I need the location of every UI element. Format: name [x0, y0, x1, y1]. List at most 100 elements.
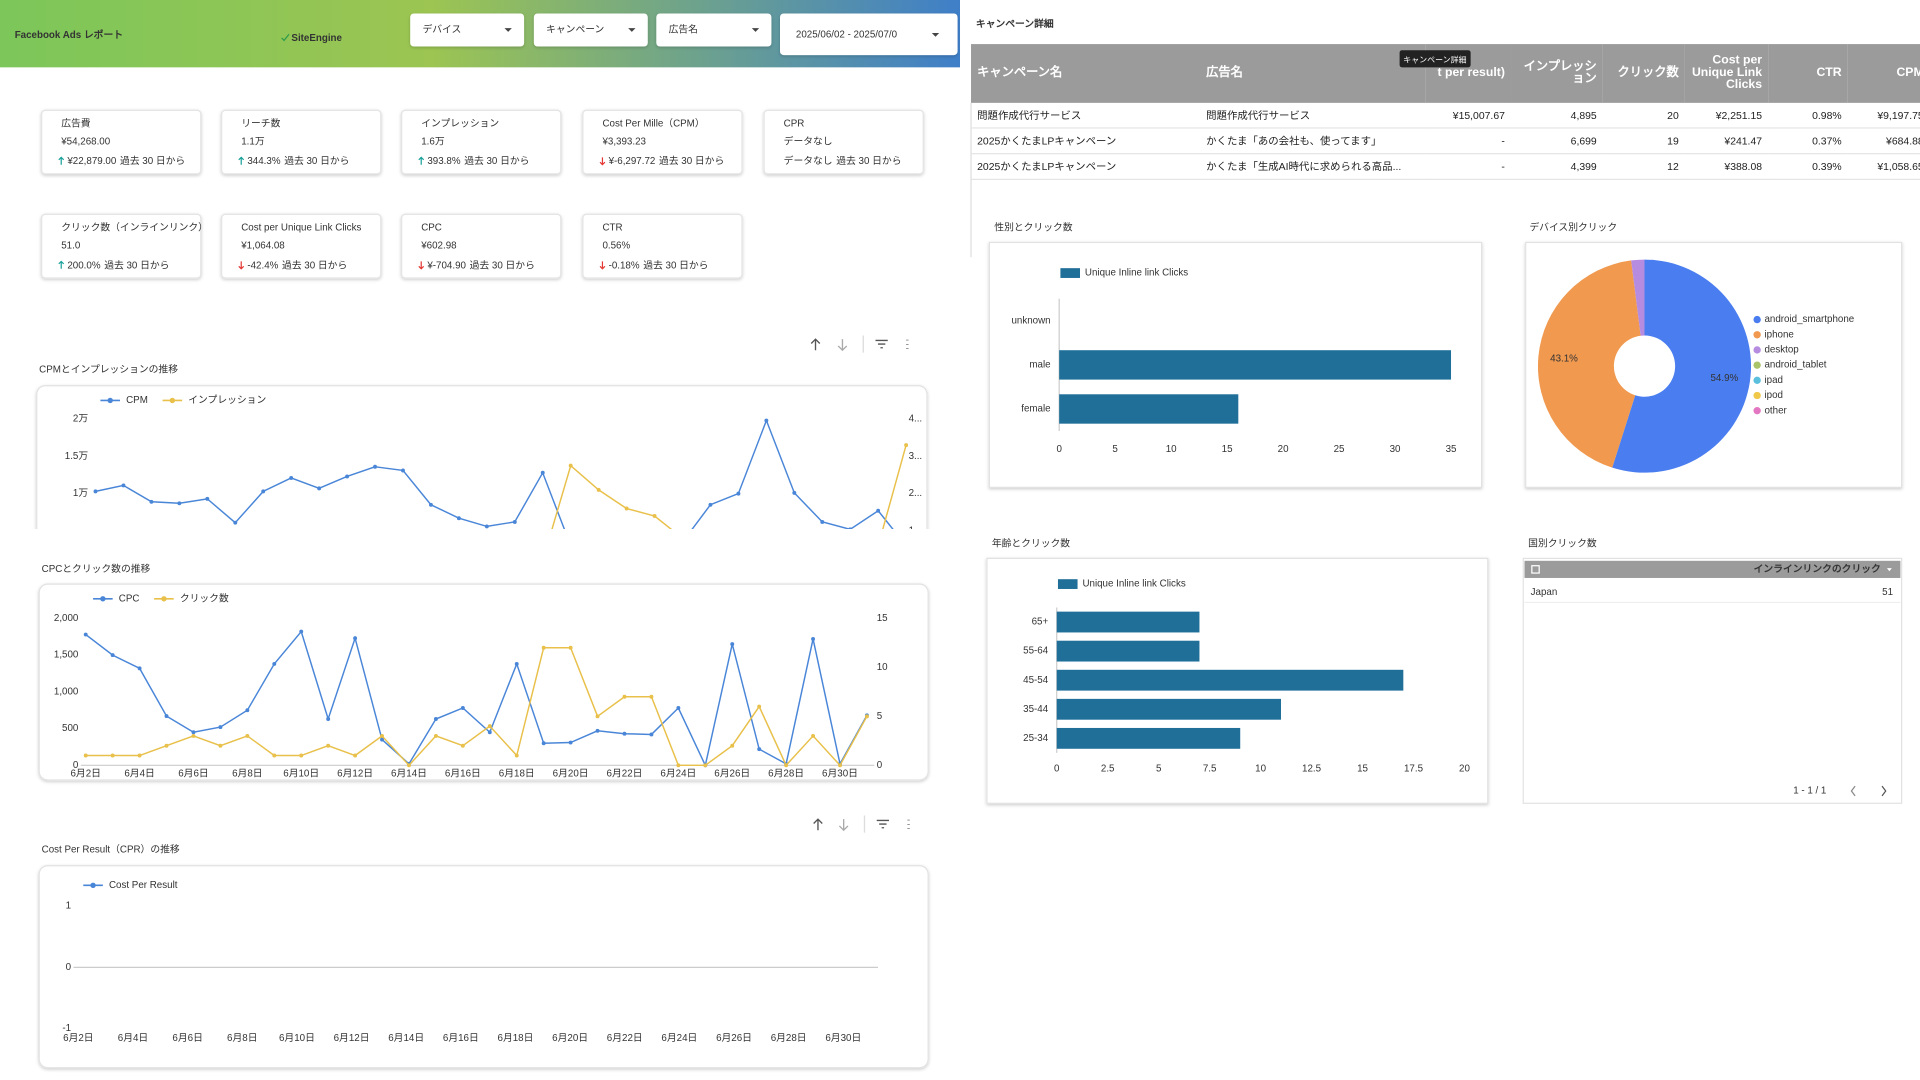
y2-tick-label: 4... [909, 414, 923, 425]
data-point [407, 763, 411, 768]
data-point [541, 559, 545, 563]
data-point [110, 653, 115, 658]
chart-title: デバイス別クリック [1529, 220, 1617, 233]
data-point [597, 551, 601, 555]
y2-tick-label: 10 [877, 662, 888, 673]
chart-card [38, 865, 929, 1069]
data-point [595, 728, 600, 733]
table-row: 2025かくたまLPキャンペーン かくたま「生成AI時代に求められる高品... -4… [971, 153, 1920, 181]
data-point [245, 733, 250, 738]
category-label: unknown [1011, 315, 1050, 326]
slice-label: 43.1% [1550, 353, 1578, 364]
data-point [848, 527, 853, 529]
table-cell: 0.39% [1768, 153, 1848, 181]
legend-label: other [1764, 405, 1787, 416]
filter-dropdown[interactable] [533, 13, 648, 47]
legend-dot [1753, 376, 1761, 385]
data-point [514, 661, 519, 666]
table-cell: 問題作成代行サービス [1200, 102, 1426, 129]
table-row: 問題作成代行サービス 問題作成代行サービス ¥15,007.67 4,895 20 ¥2,… [971, 102, 1920, 129]
column-header: Cost per Unique Link Clicks [1684, 44, 1769, 103]
data-point [764, 418, 769, 423]
x-tick-label: 0 [1054, 764, 1060, 775]
kpi-card [582, 213, 743, 279]
data-point [433, 733, 438, 738]
x-tick-label: 6月14日 [391, 767, 427, 779]
x-tick-label: 6月18日 [499, 767, 535, 779]
data-point [191, 730, 196, 735]
x-tick-label: 6月18日 [498, 1032, 534, 1044]
x-tick-label: 6月4日 [124, 767, 154, 779]
trend-arrow [58, 260, 65, 269]
data-point [848, 555, 852, 559]
kpi-value: 0.56% [602, 241, 630, 252]
data-point [730, 642, 735, 647]
legend-label: CPM [126, 395, 148, 406]
tooltip: キャンペーン詳細 [1399, 50, 1471, 68]
data-point [401, 559, 405, 563]
legend-label: Unique Inline link Clicks [1085, 268, 1188, 279]
data-point [703, 763, 708, 768]
table-row: 2025かくたまLPキャンペーン かくたま「あの会社も、使ってます」 -6,699 1… [971, 127, 1920, 155]
data-point [299, 753, 304, 758]
table-cell: 問題作成代行サービス [971, 102, 1201, 129]
data-point [94, 559, 98, 563]
chart-controls[interactable] [810, 335, 910, 833]
x-tick-label: 5 [1112, 444, 1118, 455]
legend-label: Unique Inline link Clicks [1082, 579, 1185, 590]
column-header: CTR [1768, 44, 1848, 103]
kpi-label: クリック数（インラインリンク） [61, 220, 208, 233]
x-tick-label: 6月16日 [445, 767, 481, 779]
data-point [110, 753, 115, 758]
y-tick-label: 500 [62, 723, 79, 734]
data-point [299, 629, 304, 634]
kpi-value: 51.0 [61, 241, 81, 252]
table-cell: 20 [1602, 102, 1685, 129]
kpi-note: 過去 30 日から [282, 259, 347, 271]
bar [1056, 611, 1200, 633]
legend-dot [161, 596, 167, 602]
kpi-note: 過去 30 日から [284, 155, 349, 167]
x-tick-label: 6月6日 [172, 1032, 202, 1044]
legend-label: android_smartphone [1764, 314, 1854, 325]
chart: -1 0 1 6月2日 6月4日 6月6日 6月8日 6月10日 6月12日 6月14日 6月16日… [38, 865, 929, 1069]
x-tick-label: 35 [1446, 444, 1457, 455]
legend-dot [1753, 407, 1761, 415]
kpi-label: CPC [421, 222, 442, 233]
kpi-delta: 344.3% [247, 156, 280, 167]
bar [1059, 394, 1239, 424]
data-point [708, 502, 713, 507]
chart-title: CPMとインプレッションの推移 [39, 362, 178, 375]
legend-label: ipad [1764, 375, 1783, 386]
x-tick-label: 6月20日 [553, 767, 589, 779]
data-point [149, 559, 153, 563]
table-cell: - [1425, 127, 1512, 155]
table-cell: 19 [1602, 127, 1685, 155]
prev-page[interactable] [1850, 785, 1856, 797]
chart-title: 年齢とクリック数 [992, 536, 1070, 549]
legend-dot [1753, 315, 1761, 324]
data-point [317, 486, 322, 491]
data-point [177, 501, 182, 506]
y-tick-label: 0 [73, 760, 79, 771]
chart-card [36, 385, 928, 529]
data-point [568, 645, 573, 650]
date-range[interactable] [780, 13, 958, 56]
y-tick-label: -1 [62, 1023, 71, 1034]
data-point [205, 559, 209, 563]
trend-arrow [599, 261, 606, 270]
y-tick-label: 2,000 [54, 613, 79, 624]
next-page[interactable] [1881, 785, 1887, 797]
filter-dropdown[interactable] [410, 13, 525, 47]
kpi-delta: データなし [784, 154, 833, 167]
x-tick-label: 12.5 [1302, 764, 1322, 775]
data-point [205, 496, 210, 501]
category-label: 45-54 [1023, 675, 1049, 686]
chart-card [38, 583, 929, 781]
filter-dropdown[interactable] [656, 13, 772, 47]
kpi-card [221, 109, 382, 175]
data-point [708, 555, 712, 559]
kpi-card [582, 109, 743, 175]
series-line [85, 647, 868, 767]
